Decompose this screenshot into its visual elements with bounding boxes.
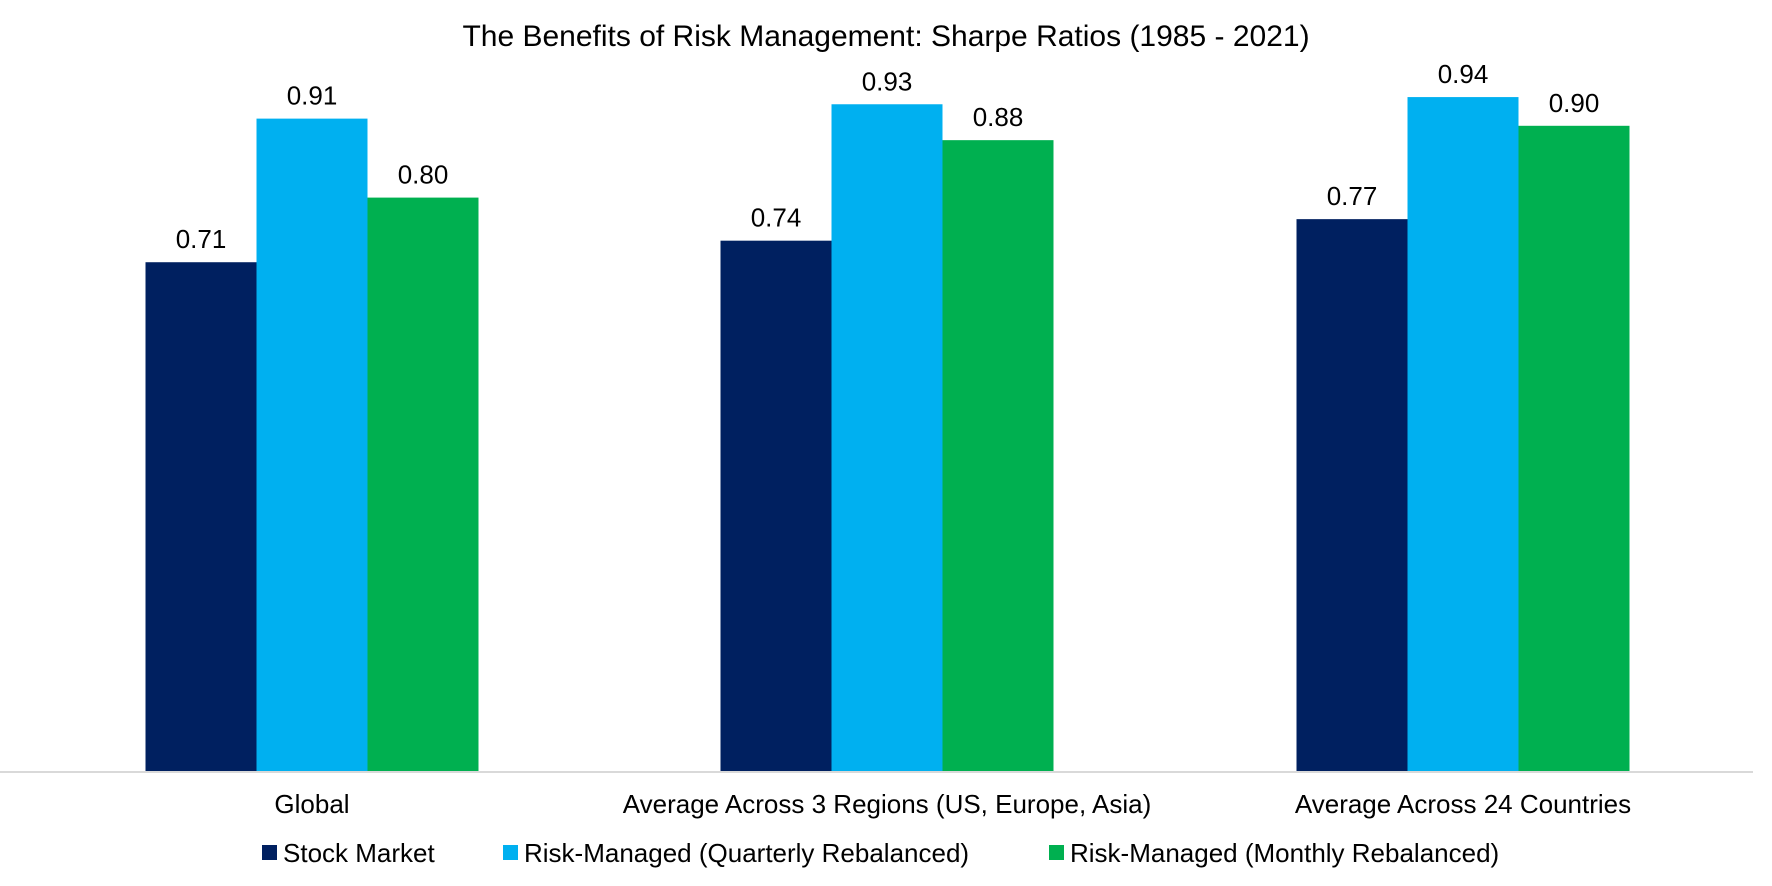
data-label: 0.94 bbox=[1438, 59, 1489, 89]
category-label: Global bbox=[274, 789, 349, 819]
data-label: 0.88 bbox=[973, 102, 1024, 132]
legend-swatch bbox=[262, 845, 277, 860]
bar-risk-managed-quarterly-rebalanced-1 bbox=[256, 118, 368, 773]
legend-label: Stock Market bbox=[283, 838, 435, 868]
bar-stock-market-1 bbox=[145, 262, 257, 772]
legend-swatch bbox=[503, 845, 518, 860]
bars-layer bbox=[145, 97, 1630, 773]
legend: Stock Market Risk-Managed (Quarterly Reba… bbox=[262, 838, 1499, 868]
data-label: 0.90 bbox=[1549, 88, 1600, 118]
category-label: Average Across 24 Countries bbox=[1295, 789, 1631, 819]
legend-swatch bbox=[1049, 845, 1064, 860]
category-labels-layer: Global Average Across 3 Regions (US, Euro… bbox=[274, 789, 1631, 819]
bar-risk-managed-quarterly-rebalanced-3 bbox=[1407, 97, 1519, 772]
category-label: Average Across 3 Regions (US, Europe, As… bbox=[623, 789, 1151, 819]
bar-risk-managed-monthly-rebalanced-2 bbox=[942, 140, 1054, 772]
bar-risk-managed-quarterly-rebalanced-2 bbox=[831, 104, 943, 772]
data-label: 0.74 bbox=[751, 203, 802, 233]
bar-stock-market-2 bbox=[720, 240, 832, 772]
data-labels-layer: 0.71 0.91 0.80 0.74 0.93 0.88 0.77 0.94 0.90 bbox=[176, 59, 1600, 254]
data-label: 0.93 bbox=[862, 66, 913, 96]
data-label: 0.71 bbox=[176, 224, 227, 254]
chart-title: The Benefits of Risk Management: Sharpe … bbox=[462, 20, 1309, 53]
bar-risk-managed-monthly-rebalanced-3 bbox=[1518, 125, 1630, 773]
bar-stock-market-3 bbox=[1296, 219, 1408, 772]
data-label: 0.77 bbox=[1327, 181, 1378, 211]
legend-label: Risk-Managed (Quarterly Rebalanced) bbox=[524, 838, 969, 868]
legend-label: Risk-Managed (Monthly Rebalanced) bbox=[1070, 838, 1499, 868]
bar-risk-managed-monthly-rebalanced-1 bbox=[367, 197, 479, 773]
data-label: 0.91 bbox=[287, 81, 338, 111]
data-label: 0.80 bbox=[398, 160, 449, 190]
